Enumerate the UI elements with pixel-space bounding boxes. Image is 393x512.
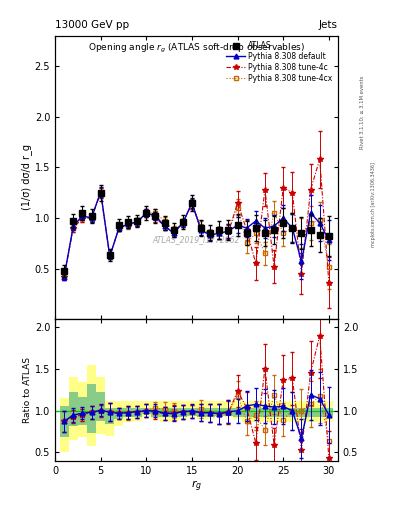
Bar — [288, 408, 297, 417]
Bar — [242, 401, 251, 422]
Bar — [206, 401, 215, 419]
Bar — [96, 377, 105, 434]
Bar — [160, 401, 169, 422]
Text: Opening angle $r_g$ (ATLAS soft-drop observables): Opening angle $r_g$ (ATLAS soft-drop obs… — [88, 41, 305, 55]
Bar — [187, 401, 196, 417]
Bar — [206, 408, 215, 417]
Bar — [315, 408, 324, 417]
Bar — [132, 401, 142, 421]
Bar — [297, 401, 306, 422]
Bar — [78, 397, 87, 425]
Bar — [78, 381, 87, 437]
Text: Jets: Jets — [319, 19, 338, 30]
Bar — [69, 377, 78, 440]
Bar — [151, 401, 160, 419]
Bar — [60, 398, 69, 453]
Text: 13000 GeV pp: 13000 GeV pp — [55, 19, 129, 30]
Bar — [132, 408, 142, 417]
Bar — [123, 408, 132, 417]
Bar — [105, 401, 114, 436]
Bar — [324, 408, 333, 417]
X-axis label: $r_g$: $r_g$ — [191, 478, 202, 494]
Text: ATLAS_2019_I1772062: ATLAS_2019_I1772062 — [153, 236, 240, 244]
Bar — [69, 393, 78, 426]
Text: Rivet 3.1.10; ≥ 3.1M events: Rivet 3.1.10; ≥ 3.1M events — [360, 76, 365, 150]
Y-axis label: Ratio to ATLAS: Ratio to ATLAS — [23, 357, 32, 423]
Bar — [261, 408, 270, 417]
Bar — [315, 401, 324, 422]
Bar — [279, 408, 288, 417]
Bar — [169, 408, 178, 417]
Bar — [270, 408, 279, 417]
Bar — [151, 408, 160, 417]
Bar — [297, 408, 306, 417]
Bar — [60, 406, 69, 437]
Bar — [169, 401, 178, 422]
Bar — [215, 401, 224, 417]
Text: mcplots.cern.ch [arXiv:1306.3436]: mcplots.cern.ch [arXiv:1306.3436] — [371, 162, 376, 247]
Bar — [324, 401, 333, 422]
Bar — [288, 401, 297, 422]
Bar — [215, 408, 224, 416]
Bar — [114, 408, 123, 419]
Bar — [233, 401, 242, 419]
Bar — [96, 393, 105, 421]
Bar — [306, 401, 315, 422]
Y-axis label: (1/σ) dσ/d r_g: (1/σ) dσ/d r_g — [21, 144, 32, 210]
Bar — [178, 408, 187, 417]
Bar — [251, 401, 261, 422]
Bar — [196, 401, 206, 419]
Bar — [233, 408, 242, 417]
Bar — [142, 408, 151, 414]
Bar — [87, 365, 96, 446]
Legend: ATLAS, Pythia 8.308 default, Pythia 8.308 tune-4c, Pythia 8.308 tune-4cx: ATLAS, Pythia 8.308 default, Pythia 8.30… — [225, 39, 334, 84]
Bar — [123, 401, 132, 422]
Bar — [224, 401, 233, 417]
Bar — [160, 408, 169, 417]
Bar — [196, 408, 206, 417]
Bar — [224, 408, 233, 416]
Bar — [105, 408, 114, 424]
Bar — [279, 401, 288, 422]
Bar — [270, 401, 279, 422]
Bar — [242, 408, 251, 417]
Bar — [306, 408, 315, 417]
Bar — [251, 408, 261, 417]
Bar — [187, 408, 196, 416]
Bar — [142, 401, 151, 417]
Bar — [87, 384, 96, 433]
Bar — [261, 401, 270, 422]
Bar — [178, 401, 187, 419]
Bar — [114, 401, 123, 426]
